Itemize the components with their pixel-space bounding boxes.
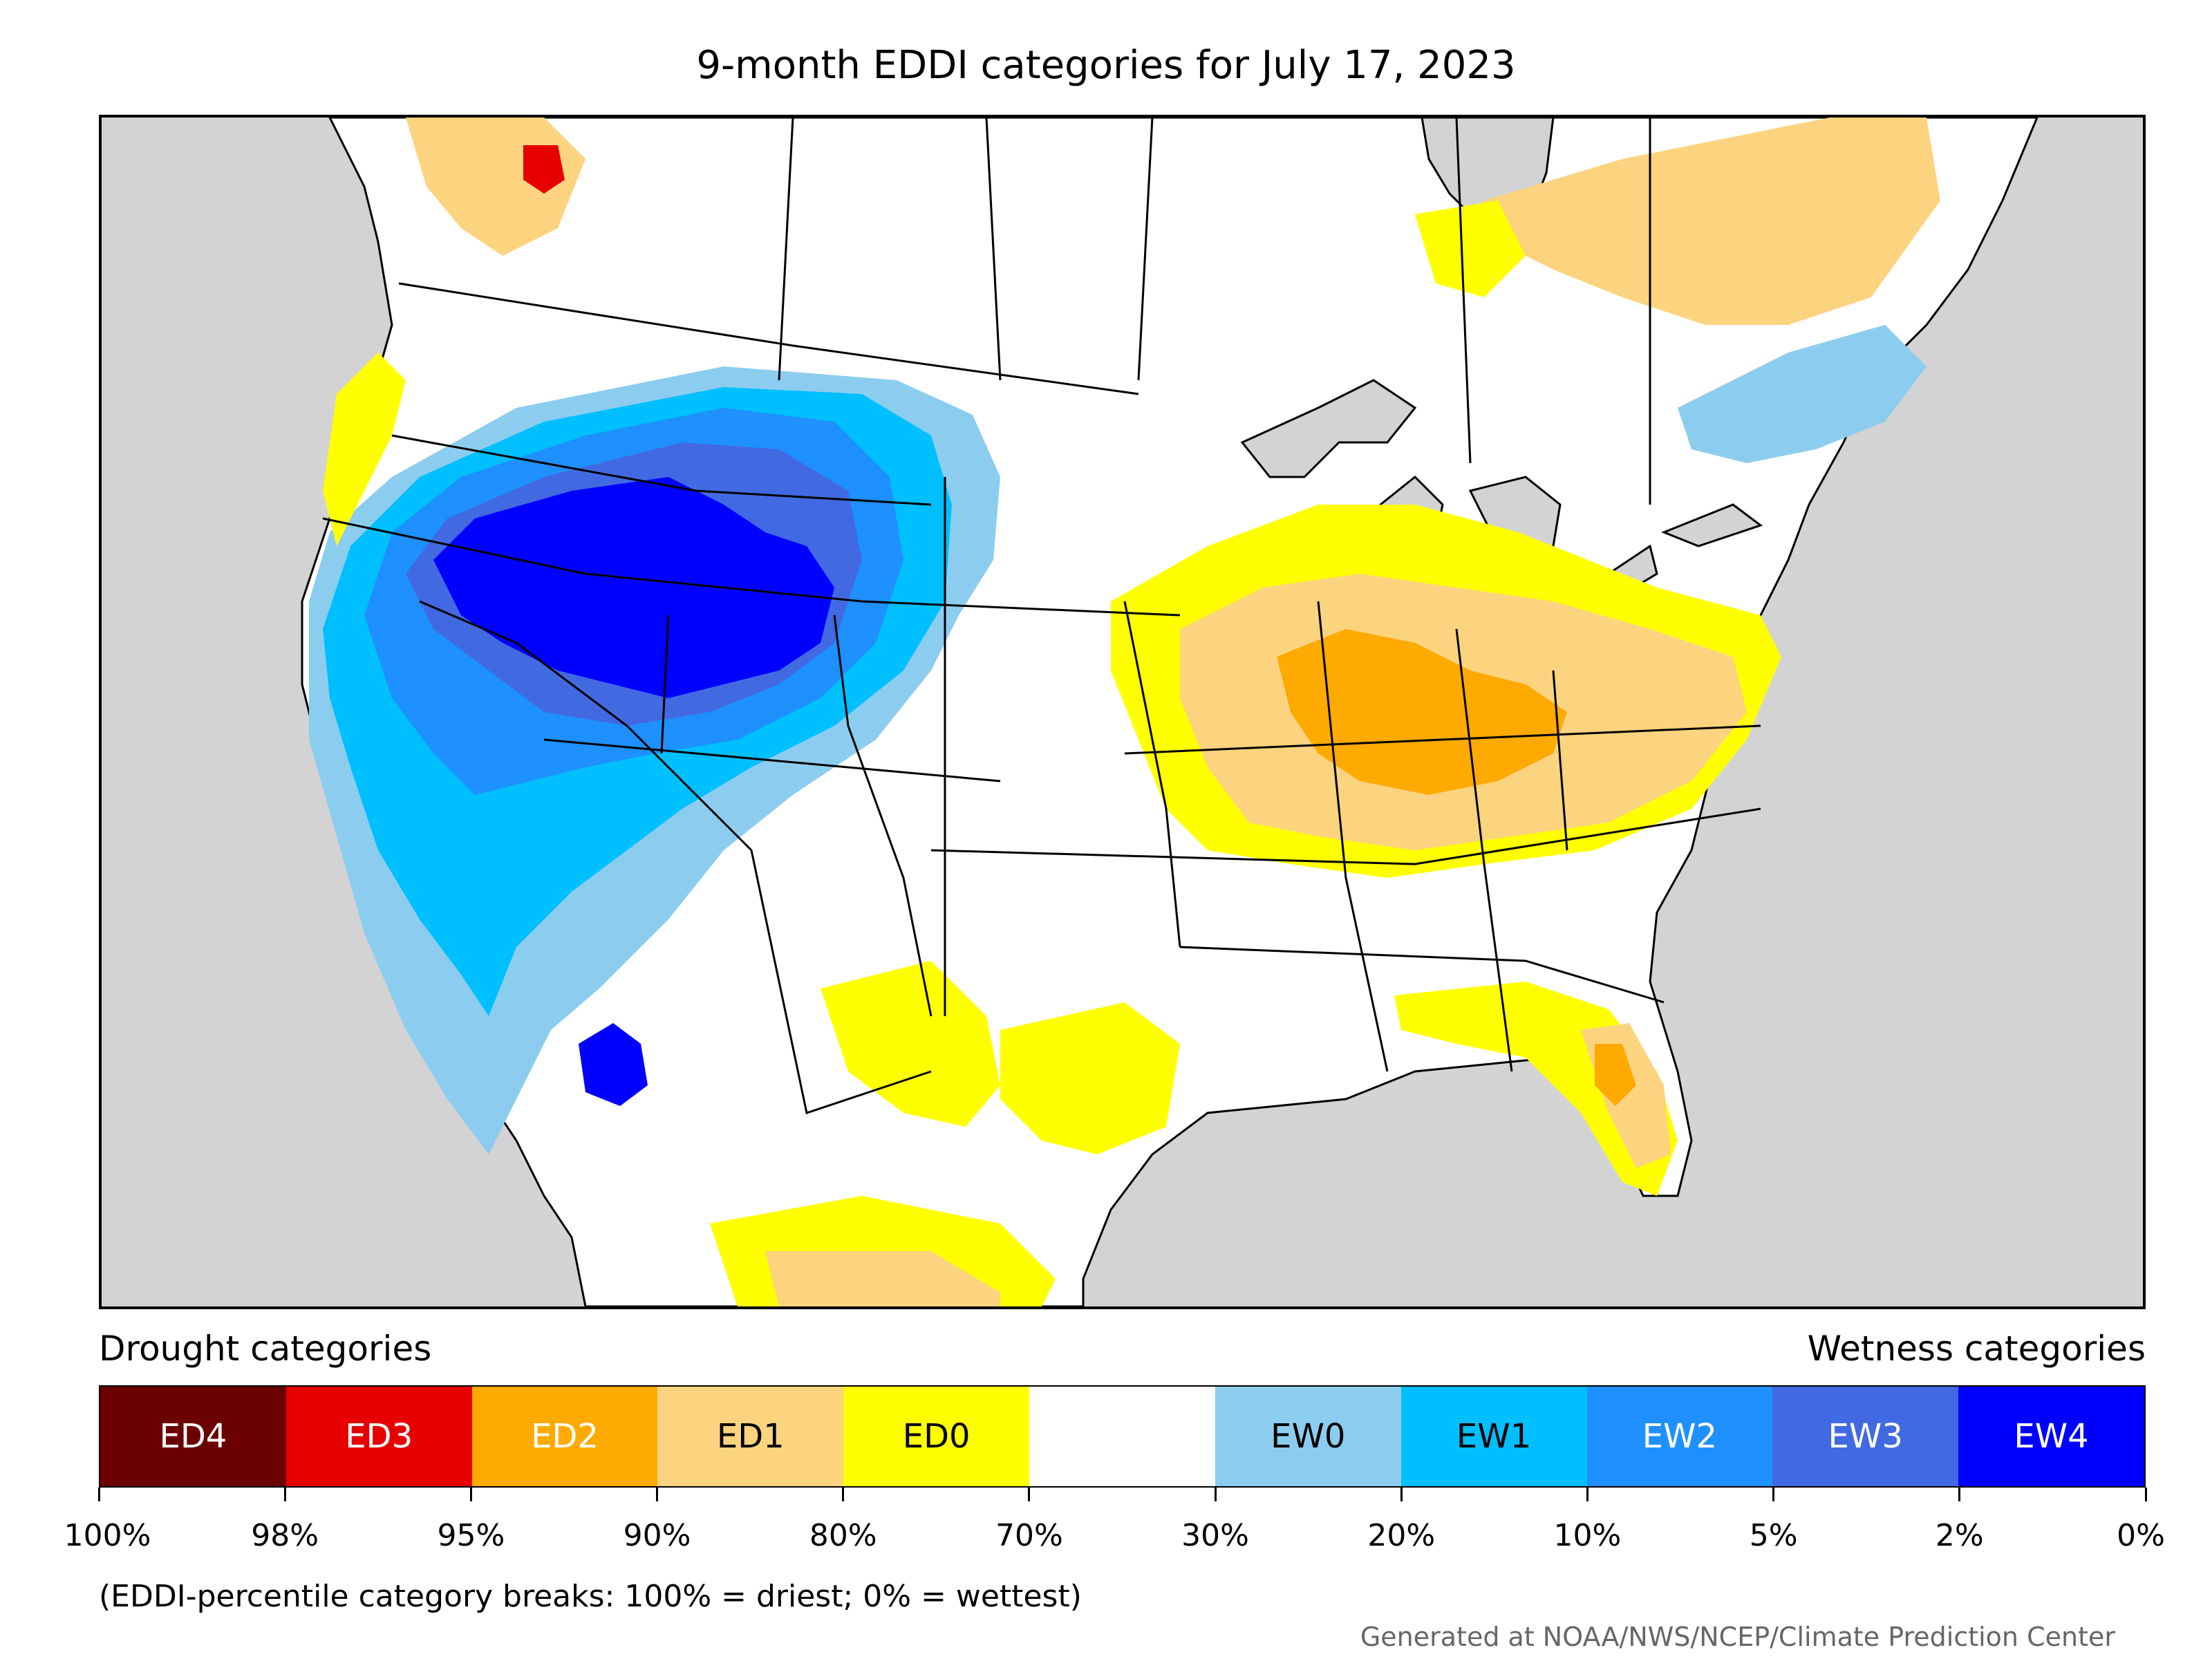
- colorbar-cell-ew1: EW1: [1400, 1387, 1587, 1486]
- colorbar-tick-label: 100%: [64, 1518, 151, 1553]
- colorbar-tick: [469, 1488, 472, 1501]
- boundaries: [322, 118, 1761, 1114]
- ed0-texas: [710, 961, 1180, 1306]
- colorbar-tick: [1772, 1488, 1775, 1501]
- colorbar-cell-ed4: ED4: [100, 1387, 286, 1486]
- colorbar-tick-label: 20%: [1367, 1518, 1436, 1553]
- ew4-southwest: [579, 1023, 648, 1106]
- colorbar-tick-label: 2%: [1935, 1518, 1984, 1553]
- percentile-note: (EDDI-percentile category breaks: 100% =…: [99, 1579, 1082, 1614]
- colorbar-tick-label: 0%: [2117, 1518, 2165, 1553]
- drought-categories-label: Drought categories: [99, 1329, 432, 1369]
- colorbar-tick: [1958, 1488, 1961, 1501]
- colorbar-cell-ed3: ED3: [285, 1387, 472, 1486]
- colorbar-cell-neutral: [1029, 1387, 1215, 1486]
- credit-line: Generated at NOAA/NWS/NCEP/Climate Predi…: [1360, 1622, 2115, 1652]
- ed2-florida: [1595, 1044, 1636, 1106]
- colorbar-tick-label: 30%: [1181, 1518, 1249, 1553]
- ew0-northeast: [1678, 325, 1927, 463]
- colorbar-cell-ed2: ED2: [471, 1387, 658, 1486]
- category-colorbar: ED4 ED3 ED2 ED1 ED0 EW0 EW1 EW2 EW3 EW4: [99, 1385, 2146, 1488]
- colorbar-cell-ew4: EW4: [1958, 1387, 2144, 1486]
- colorbar-tick-label: 5%: [1749, 1518, 1798, 1553]
- colorbar-tick: [97, 1488, 100, 1501]
- colorbar-cell-ed0: ED0: [843, 1387, 1030, 1486]
- colorbar-tick: [1400, 1488, 1403, 1501]
- ed1-mexico: [765, 1251, 1000, 1306]
- colorbar-tick: [1586, 1488, 1588, 1501]
- colorbar-tick: [1028, 1488, 1031, 1501]
- colorbar-tick: [2144, 1488, 2147, 1501]
- map-panel: [99, 115, 2146, 1309]
- eddi-map: [301, 118, 2038, 1306]
- ed2-midwest: [1277, 629, 1567, 795]
- wetness-categories-label: Wetness categories: [1807, 1329, 2146, 1369]
- colorbar-cell-ed1: ED1: [657, 1387, 844, 1486]
- ed3-pnw: [523, 145, 565, 194]
- colorbar-tick: [842, 1488, 845, 1501]
- colorbar-tick: [1214, 1488, 1217, 1501]
- colorbar-tick-label: 10%: [1553, 1518, 1622, 1553]
- colorbar-cell-ew3: EW3: [1772, 1387, 1959, 1486]
- colorbar-tick-label: 98%: [251, 1518, 319, 1553]
- colorbar-tick: [283, 1488, 286, 1501]
- colorbar-tick-label: 80%: [809, 1518, 877, 1553]
- map-title: 9-month EDDI categories for July 17, 202…: [696, 43, 1516, 88]
- colorbar-tick-label: 70%: [995, 1518, 1063, 1553]
- ed0-canada: [1415, 200, 1526, 297]
- ed1-canada: [1484, 118, 1940, 325]
- colorbar-cell-ew0: EW0: [1215, 1387, 1401, 1486]
- colorbar-cell-ew2: EW2: [1586, 1387, 1773, 1486]
- ed0-northwest: [323, 353, 406, 546]
- colorbar-tick-label: 95%: [437, 1518, 505, 1553]
- colorbar-tick-label: 90%: [623, 1518, 691, 1553]
- colorbar-tick: [656, 1488, 659, 1501]
- ew4-west: [433, 477, 834, 698]
- colorbar-ticks: [97, 1488, 2147, 1501]
